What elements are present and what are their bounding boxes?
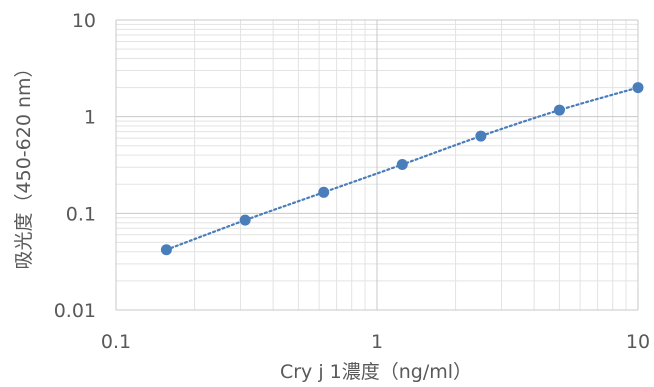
y-axis-title: 吸光度（450-620 nm） [13,59,35,270]
data-point [396,159,408,171]
major-gridlines [115,19,639,311]
y-tick-labels: 0.01 0.1 1 10 [54,10,96,322]
x-tick-label: 1 [371,331,383,353]
y-tick-label: 0.01 [54,300,96,322]
data-point [475,130,487,142]
data-point [160,244,172,256]
data-point [318,186,330,198]
data-point [553,104,565,116]
y-tick-label: 10 [72,10,96,32]
data-point [632,82,644,94]
x-axis-title: Cry j 1濃度（ng/ml） [280,361,472,383]
y-tick-label: 0.1 [66,203,96,225]
data-point [239,214,251,226]
x-tick-label: 10 [626,331,650,353]
x-tick-label: 0.1 [101,331,131,353]
series-points [160,82,644,256]
x-tick-labels: 0.1 1 10 [101,331,650,353]
y-tick-label: 1 [84,107,96,129]
